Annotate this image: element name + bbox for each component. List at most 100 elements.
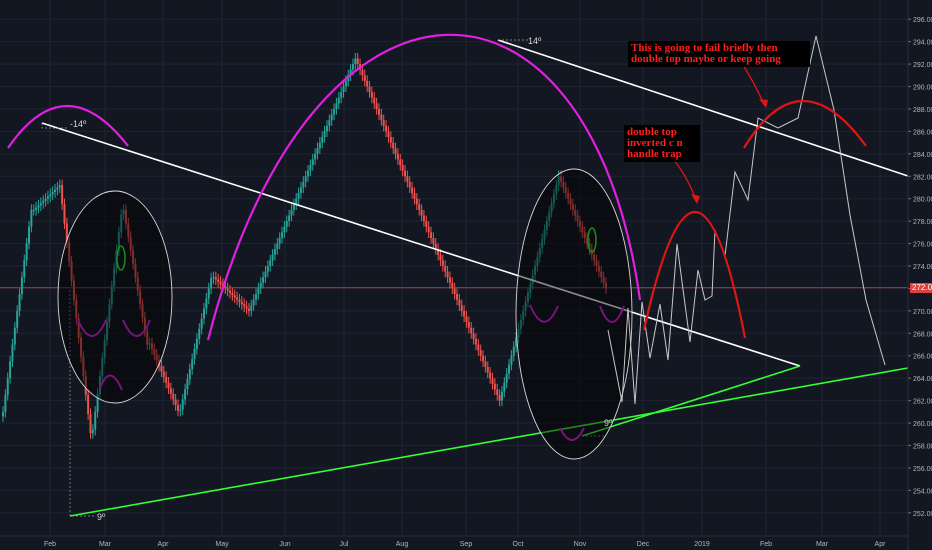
- y-tick-label: 292.00: [913, 62, 932, 69]
- candle-body: [210, 278, 213, 289]
- candle-body: [557, 176, 560, 186]
- candle-body: [330, 114, 333, 121]
- candle-body: [337, 97, 340, 104]
- angle-marker-a: [41, 123, 68, 129]
- candle-body: [292, 204, 295, 210]
- candle-body: [335, 103, 338, 109]
- candle-body: [392, 142, 395, 149]
- candle-body: [162, 371, 165, 378]
- candle-body: [169, 388, 172, 394]
- candle-body: [519, 319, 522, 329]
- green-trendline-lower: [69, 367, 909, 517]
- candle-body: [153, 349, 156, 355]
- candle-body: [2, 411, 4, 417]
- x-tick-label: Feb: [760, 541, 772, 548]
- candle-body: [323, 131, 326, 137]
- candle-body: [588, 243, 591, 250]
- candle-body: [389, 137, 392, 143]
- current-price-value: 272.06: [912, 282, 932, 292]
- x-tick-label: Aug: [396, 541, 409, 548]
- candle-body: [63, 204, 66, 224]
- candle-body: [422, 215, 425, 222]
- candle-body: [233, 295, 236, 298]
- y-tick-label: 274.00: [913, 264, 932, 271]
- candle-body: [583, 232, 586, 238]
- candle-body: [425, 221, 428, 227]
- candle-body: [354, 58, 357, 65]
- candle-body: [510, 355, 513, 365]
- candle-body: [236, 297, 239, 300]
- candle-body: [207, 288, 210, 299]
- candle-body: [314, 153, 317, 160]
- candle-body: [75, 299, 78, 319]
- candle-body: [193, 349, 196, 360]
- candle-body: [23, 260, 26, 278]
- red-arc-top: [743, 99, 867, 149]
- candle-body: [467, 322, 470, 328]
- candle-body: [456, 294, 459, 300]
- candle-body: [94, 411, 97, 430]
- candle-body: [316, 148, 319, 154]
- candle-body: [522, 310, 525, 320]
- candle-body: [195, 338, 198, 350]
- candle-body: [451, 282, 454, 289]
- candle-body: [68, 242, 71, 262]
- candle-body: [98, 375, 101, 394]
- candle-body: [255, 294, 258, 300]
- candle-body: [373, 97, 376, 104]
- y-tick-label: 284.00: [913, 152, 932, 159]
- candle-body: [446, 271, 449, 278]
- candle-body: [132, 250, 135, 264]
- y-tick-label: 256.00: [913, 466, 932, 473]
- candle-body: [581, 226, 584, 233]
- candle-body: [141, 304, 144, 318]
- candle-body: [385, 125, 388, 132]
- candle-body: [297, 193, 300, 199]
- candle-body: [54, 189, 57, 192]
- candle-body: [534, 266, 537, 275]
- candle-body: [505, 373, 508, 383]
- price-axis[interactable]: 252.00 254.00 256.00 258.00 260.00 262.00 264.…: [908, 0, 932, 550]
- time-axis-background: [0, 536, 932, 550]
- arrow-head-top: [759, 99, 768, 108]
- candle-body: [160, 365, 163, 372]
- candle-body: [129, 236, 132, 251]
- candle-body: [401, 165, 404, 171]
- candle-body: [411, 187, 414, 194]
- magenta-handle-1: [99, 374, 123, 391]
- candle-body: [18, 294, 21, 311]
- candle-body: [333, 108, 336, 115]
- candle-body: [285, 221, 288, 227]
- candle-body: [463, 310, 466, 317]
- candle-body: [387, 131, 390, 137]
- y-tick-label: 282.00: [913, 174, 932, 181]
- candle-body: [307, 170, 310, 177]
- candle-body: [108, 304, 111, 323]
- candle-body: [420, 209, 423, 216]
- candle-body: [351, 64, 354, 70]
- arrow-to-mid-arc: [673, 159, 697, 201]
- y-tick-label: 296.00: [913, 17, 932, 24]
- angle-label-a: -14º: [70, 119, 87, 129]
- candle-body: [13, 327, 16, 345]
- magenta-arc-small: [7, 104, 129, 149]
- candle-body: [430, 232, 433, 238]
- y-tick-label: 268.00: [913, 331, 932, 338]
- x-tick-label: Jul: [340, 541, 349, 548]
- candle-body: [418, 204, 421, 210]
- candle-body: [578, 221, 581, 227]
- candle-body: [6, 378, 9, 395]
- y-tick-label: 294.00: [913, 40, 932, 47]
- candle-body: [191, 359, 194, 370]
- candle-body: [101, 357, 104, 376]
- x-tick-label: Apr: [158, 541, 170, 548]
- x-tick-label: Sep: [460, 541, 473, 548]
- candle-body: [302, 181, 305, 188]
- candle-body: [20, 277, 23, 295]
- candle-body: [250, 305, 253, 311]
- candle-body: [593, 254, 596, 261]
- y-tick-label: 290.00: [913, 85, 932, 92]
- candle-body: [165, 377, 168, 383]
